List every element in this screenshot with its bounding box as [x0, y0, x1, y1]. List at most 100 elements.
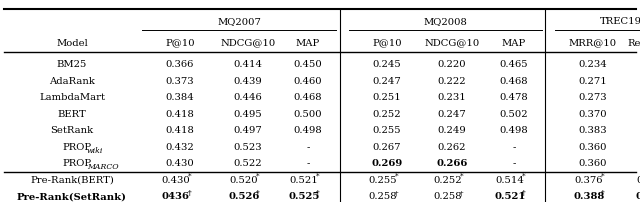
Text: LambdaMart: LambdaMart — [39, 93, 105, 102]
Text: 0436: 0436 — [162, 191, 190, 201]
Text: 0.497: 0.497 — [234, 126, 262, 135]
Text: 0.267: 0.267 — [372, 142, 401, 151]
Text: 0.384: 0.384 — [166, 93, 195, 102]
Text: *: * — [460, 172, 464, 180]
Text: 0.465: 0.465 — [500, 60, 528, 69]
Text: 0.495: 0.495 — [234, 109, 262, 118]
Text: †: † — [188, 188, 192, 197]
Text: 0.249: 0.249 — [438, 126, 467, 135]
Text: TREC19: TREC19 — [600, 17, 640, 26]
Text: 0.266: 0.266 — [436, 159, 468, 168]
Text: 0.370: 0.370 — [579, 109, 607, 118]
Text: 0.521: 0.521 — [290, 175, 318, 184]
Text: †: † — [460, 188, 464, 197]
Text: BERT: BERT — [58, 109, 86, 118]
Text: 0.373: 0.373 — [166, 77, 195, 86]
Text: 0.258: 0.258 — [434, 191, 462, 201]
Text: 0.648: 0.648 — [636, 191, 640, 201]
Text: 0.255: 0.255 — [372, 126, 401, 135]
Text: 0.418: 0.418 — [166, 126, 195, 135]
Text: 0.376: 0.376 — [575, 175, 604, 184]
Text: 0.521: 0.521 — [494, 191, 525, 201]
Text: BM25: BM25 — [57, 60, 87, 69]
Text: 0.432: 0.432 — [166, 142, 195, 151]
Text: 0.468: 0.468 — [294, 93, 323, 102]
Text: Recall@10: Recall@10 — [628, 38, 640, 47]
Text: 0.498: 0.498 — [294, 126, 323, 135]
Text: *: * — [522, 172, 526, 180]
Text: *: * — [256, 172, 260, 180]
Text: AdaRank: AdaRank — [49, 77, 95, 86]
Text: *: * — [316, 172, 320, 180]
Text: 0.498: 0.498 — [500, 126, 529, 135]
Text: MARCO: MARCO — [87, 163, 118, 171]
Text: 0.520: 0.520 — [230, 175, 259, 184]
Text: NDCG@10: NDCG@10 — [424, 38, 479, 47]
Text: †: † — [522, 188, 526, 197]
Text: 0.273: 0.273 — [579, 93, 607, 102]
Text: †: † — [316, 188, 320, 197]
Text: 0.360: 0.360 — [579, 142, 607, 151]
Text: 0.258: 0.258 — [369, 191, 397, 201]
Text: *: * — [188, 172, 192, 180]
Text: -: - — [307, 142, 310, 151]
Text: 0.526: 0.526 — [228, 191, 260, 201]
Text: MQ2007: MQ2007 — [217, 17, 261, 26]
Text: -: - — [307, 159, 310, 168]
Text: 0.222: 0.222 — [438, 77, 467, 86]
Text: 0.439: 0.439 — [234, 77, 262, 86]
Text: P@10: P@10 — [372, 38, 402, 47]
Text: 0.231: 0.231 — [438, 93, 467, 102]
Text: PROP: PROP — [62, 142, 91, 151]
Text: 0.269: 0.269 — [371, 159, 403, 168]
Text: Model: Model — [56, 38, 88, 47]
Text: 0.523: 0.523 — [234, 142, 262, 151]
Text: 0.525: 0.525 — [288, 191, 320, 201]
Text: 0.247: 0.247 — [438, 109, 467, 118]
Text: wiki: wiki — [87, 146, 104, 154]
Text: 0.234: 0.234 — [579, 60, 607, 69]
Text: 0.251: 0.251 — [372, 93, 401, 102]
Text: Pre-Rank(SetRank): Pre-Rank(SetRank) — [17, 191, 127, 201]
Text: 0.245: 0.245 — [372, 60, 401, 69]
Text: NDCG@10: NDCG@10 — [220, 38, 276, 47]
Text: 0.478: 0.478 — [500, 93, 529, 102]
Text: MAP: MAP — [502, 38, 526, 47]
Text: 0.271: 0.271 — [579, 77, 607, 86]
Text: 0.360: 0.360 — [579, 159, 607, 168]
Text: 0.502: 0.502 — [500, 109, 528, 118]
Text: 0.468: 0.468 — [500, 77, 528, 86]
Text: 0.522: 0.522 — [234, 159, 262, 168]
Text: *: * — [395, 172, 399, 180]
Text: †: † — [601, 188, 605, 197]
Text: SetRank: SetRank — [51, 126, 93, 135]
Text: PROP: PROP — [62, 159, 91, 168]
Text: 0.430: 0.430 — [162, 175, 190, 184]
Text: MQ2008: MQ2008 — [424, 17, 467, 26]
Text: †: † — [256, 188, 260, 197]
Text: MAP: MAP — [296, 38, 320, 47]
Text: *: * — [601, 172, 605, 180]
Text: 0.383: 0.383 — [579, 126, 607, 135]
Text: 0.418: 0.418 — [166, 109, 195, 118]
Text: -: - — [512, 159, 516, 168]
Text: 0.514: 0.514 — [495, 175, 524, 184]
Text: 0.644: 0.644 — [637, 175, 640, 184]
Text: 0.262: 0.262 — [438, 142, 467, 151]
Text: 0.252: 0.252 — [434, 175, 462, 184]
Text: 0.446: 0.446 — [234, 93, 262, 102]
Text: 0.366: 0.366 — [166, 60, 194, 69]
Text: †: † — [396, 188, 399, 197]
Text: -: - — [512, 142, 516, 151]
Text: 0.500: 0.500 — [294, 109, 323, 118]
Text: 0.430: 0.430 — [166, 159, 195, 168]
Text: 0.255: 0.255 — [369, 175, 397, 184]
Text: 0.414: 0.414 — [234, 60, 262, 69]
Text: 0.460: 0.460 — [294, 77, 323, 86]
Text: Pre-Rank(BERT): Pre-Rank(BERT) — [30, 175, 114, 184]
Text: 0.247: 0.247 — [372, 77, 401, 86]
Text: 0.252: 0.252 — [372, 109, 401, 118]
Text: 0.388: 0.388 — [573, 191, 605, 201]
Text: MRR@10: MRR@10 — [569, 38, 617, 47]
Text: 0.220: 0.220 — [438, 60, 467, 69]
